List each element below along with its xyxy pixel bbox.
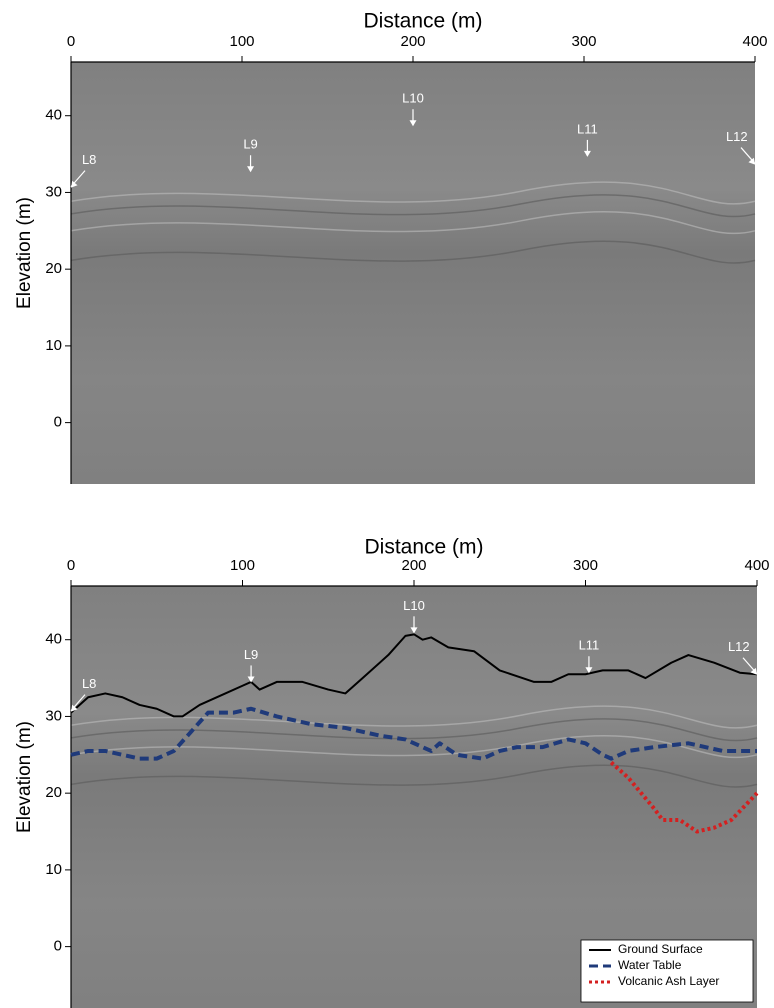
x-tick-label: 0 xyxy=(67,557,75,574)
arrow-head xyxy=(410,627,418,634)
annotation-label: L9 xyxy=(243,137,257,152)
arrow-head xyxy=(247,166,255,173)
x-tick-label: 0 xyxy=(67,33,75,50)
y-axis-title: Elevation (m) xyxy=(14,197,35,309)
radargram xyxy=(71,62,755,484)
data-line xyxy=(70,706,757,761)
annotation-label: L11 xyxy=(577,121,598,136)
reflection xyxy=(70,734,758,759)
annotation-label: L12 xyxy=(726,129,748,144)
arrow-head xyxy=(585,667,593,674)
x-tick-label: 400 xyxy=(744,557,769,574)
y-tick-label: 0 xyxy=(54,414,62,431)
y-tick-label: 20 xyxy=(45,260,62,277)
annotation-label: L8 xyxy=(82,152,96,167)
reflection xyxy=(70,240,756,264)
y-tick-label: 20 xyxy=(45,784,62,801)
y-tick-label: 10 xyxy=(45,337,62,354)
annotation-label: L8 xyxy=(82,676,96,691)
y-tick-label: 30 xyxy=(45,707,62,724)
y-axis-title: Elevation (m) xyxy=(14,721,35,833)
arrow-head xyxy=(750,667,758,675)
data-line xyxy=(609,760,759,834)
x-tick-label: 100 xyxy=(230,557,255,574)
reflection xyxy=(70,764,758,788)
arrow-head xyxy=(583,150,591,157)
reflection xyxy=(70,210,756,235)
y-tick-label: 40 xyxy=(45,107,62,124)
reflection xyxy=(70,718,758,742)
annotation-label: L10 xyxy=(403,598,425,613)
x-tick-label: 300 xyxy=(573,557,598,574)
annotation-label: L10 xyxy=(402,91,424,106)
arrow-head xyxy=(409,120,417,127)
legend-label: Water Table xyxy=(618,958,682,972)
reflection xyxy=(70,181,756,205)
radargram xyxy=(71,586,757,1008)
y-tick-label: 10 xyxy=(45,861,62,878)
arrow-head xyxy=(247,676,255,683)
y-tick-label: 30 xyxy=(45,183,62,200)
x-tick-label: 200 xyxy=(401,557,426,574)
arrow-head xyxy=(748,157,756,165)
arrow-head xyxy=(71,180,78,188)
reflection xyxy=(70,194,756,218)
legend-label: Volcanic Ash Layer xyxy=(618,974,719,988)
x-tick-label: 100 xyxy=(229,33,254,50)
x-tick-label: 200 xyxy=(400,33,425,50)
x-axis-title: Distance (m) xyxy=(364,536,483,559)
y-tick-label: 0 xyxy=(54,938,62,955)
reflection xyxy=(70,705,758,729)
arrow-head xyxy=(70,704,78,712)
x-tick-label: 300 xyxy=(571,33,596,50)
x-tick-label: 400 xyxy=(742,33,767,50)
data-line xyxy=(70,633,758,718)
y-tick-label: 40 xyxy=(45,631,62,648)
annotation-label: L12 xyxy=(728,639,750,654)
annotation-label: L11 xyxy=(579,638,600,653)
x-axis-title: Distance (m) xyxy=(363,10,482,33)
legend-label: Ground Surface xyxy=(618,942,703,956)
annotation-label: L9 xyxy=(244,647,258,662)
